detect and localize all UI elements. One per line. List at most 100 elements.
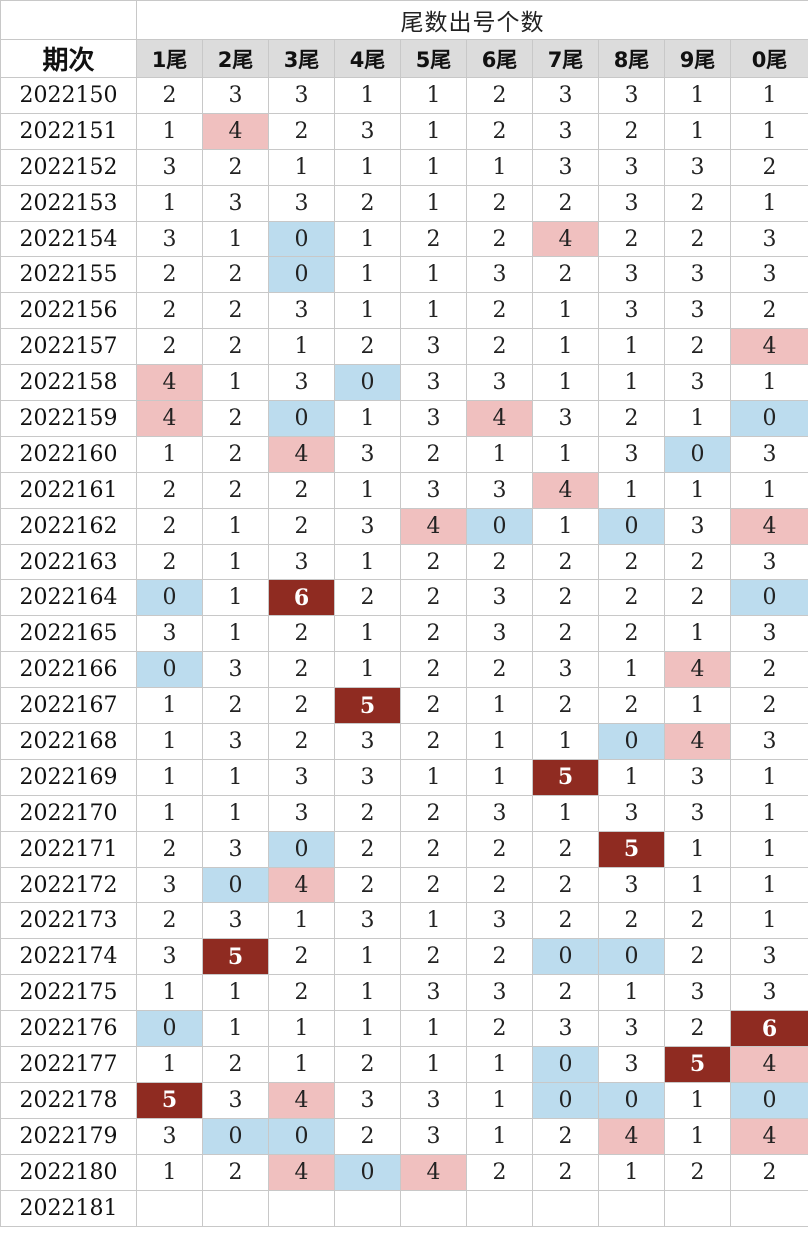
count-cell: 1 [664, 1117, 731, 1155]
count-cell: 2 [598, 220, 665, 258]
count-cell: 2 [532, 974, 599, 1012]
column-header-tail-3: 3尾 [268, 39, 335, 78]
count-cell: 3 [466, 974, 533, 1012]
count-cell: 0 [730, 579, 808, 617]
table-row: 2022170 1 1 3 2 2 3 1 3 3 1 [0, 794, 808, 832]
count-cell: 2 [598, 112, 665, 150]
count-cell: 3 [268, 77, 335, 114]
count-cell: 2 [532, 1117, 599, 1155]
count-cell: 1 [730, 830, 808, 868]
column-header-tail-9: 9尾 [664, 39, 731, 78]
table-row: 2022175 1 1 2 1 3 3 2 1 3 3 [0, 974, 808, 1012]
period-header: 期次 [0, 39, 137, 78]
count-cell: 3 [730, 435, 808, 473]
count-cell: 1 [202, 974, 269, 1012]
period-cell: 2022168 [0, 723, 137, 760]
table-row: 2022168 1 3 2 3 2 1 1 0 4 3 [0, 723, 808, 760]
count-cell [400, 1189, 467, 1227]
count-cell: 1 [268, 1010, 335, 1048]
period-cell: 2022153 [0, 184, 137, 222]
header-row: 期次 1尾 2尾 3尾 4尾 5尾 6尾 7尾 8尾 9尾 0尾 [0, 39, 808, 78]
period-cell: 2022162 [0, 507, 137, 545]
count-cell: 1 [136, 1153, 203, 1191]
count-cell: 2 [466, 1153, 533, 1191]
period-cell: 2022172 [0, 866, 137, 904]
count-cell: 1 [202, 579, 269, 617]
count-cell: 2 [598, 543, 665, 581]
table-row: 2022158 4 1 3 0 3 3 1 1 3 1 [0, 364, 808, 402]
count-cell: 3 [664, 364, 731, 402]
count-cell: 1 [400, 758, 467, 796]
column-header-tail-4: 4尾 [334, 39, 401, 78]
count-cell: 3 [136, 220, 203, 258]
count-cell: 2 [730, 292, 808, 330]
count-cell: 3 [136, 148, 203, 186]
table-row: 2022153 1 3 3 2 1 2 2 3 2 1 [0, 184, 808, 222]
count-cell: 1 [664, 400, 731, 437]
count-cell: 2 [136, 902, 203, 940]
count-cell: 1 [730, 184, 808, 222]
table-row: 2022167 1 2 2 5 2 1 2 2 1 2 [0, 687, 808, 725]
count-cell: 3 [400, 1081, 467, 1119]
count-cell: 2 [466, 112, 533, 150]
count-cell: 0 [334, 364, 401, 402]
count-cell: 2 [268, 687, 335, 725]
count-cell: 3 [664, 148, 731, 186]
count-cell: 2 [730, 687, 808, 725]
count-cell: 1 [598, 364, 665, 402]
count-cell: 0 [598, 507, 665, 545]
count-cell: 2 [268, 974, 335, 1012]
period-cell: 2022170 [0, 794, 137, 832]
table-title: 尾数出号个数 [136, 0, 808, 40]
count-cell: 4 [136, 400, 203, 437]
count-cell: 1 [400, 184, 467, 222]
count-cell: 3 [136, 938, 203, 976]
period-cell: 2022160 [0, 435, 137, 473]
count-cell: 2 [466, 651, 533, 689]
count-cell: 1 [268, 148, 335, 186]
corner-cell [0, 0, 137, 40]
count-cell: 3 [730, 938, 808, 976]
count-cell: 2 [400, 830, 467, 868]
count-cell: 3 [598, 184, 665, 222]
count-cell: 2 [136, 507, 203, 545]
count-cell: 1 [334, 974, 401, 1012]
count-cell: 3 [334, 112, 401, 150]
count-cell: 1 [664, 866, 731, 904]
count-cell: 2 [400, 615, 467, 653]
count-cell: 1 [730, 794, 808, 832]
count-cell: 1 [466, 1117, 533, 1155]
count-cell: 1 [202, 615, 269, 653]
count-cell: 3 [334, 435, 401, 473]
count-cell: 3 [334, 1081, 401, 1119]
period-cell: 2022180 [0, 1153, 137, 1191]
count-cell: 2 [136, 77, 203, 114]
count-cell: 1 [730, 364, 808, 402]
count-cell: 2 [136, 292, 203, 330]
count-cell: 0 [268, 830, 335, 868]
count-cell: 1 [664, 471, 731, 509]
count-cell: 2 [400, 435, 467, 473]
count-cell: 0 [730, 1081, 808, 1119]
count-cell: 2 [400, 687, 467, 725]
count-cell [730, 1189, 808, 1227]
count-cell: 3 [598, 1010, 665, 1048]
count-cell: 1 [532, 723, 599, 760]
count-cell: 4 [664, 651, 731, 689]
count-cell: 2 [334, 579, 401, 617]
table-row: 2022176 0 1 1 1 1 2 3 3 2 6 [0, 1010, 808, 1048]
count-cell: 1 [664, 77, 731, 114]
count-cell: 2 [268, 723, 335, 760]
period-cell: 2022163 [0, 543, 137, 581]
period-cell: 2022159 [0, 400, 137, 437]
count-cell: 4 [730, 1046, 808, 1083]
count-cell: 2 [466, 866, 533, 904]
count-cell: 1 [334, 1010, 401, 1048]
period-cell: 2022150 [0, 77, 137, 114]
count-cell: 3 [466, 902, 533, 940]
count-cell: 0 [334, 1153, 401, 1191]
count-cell: 2 [400, 938, 467, 976]
count-cell [268, 1189, 335, 1227]
count-cell: 2 [466, 830, 533, 868]
count-cell: 4 [730, 1117, 808, 1155]
